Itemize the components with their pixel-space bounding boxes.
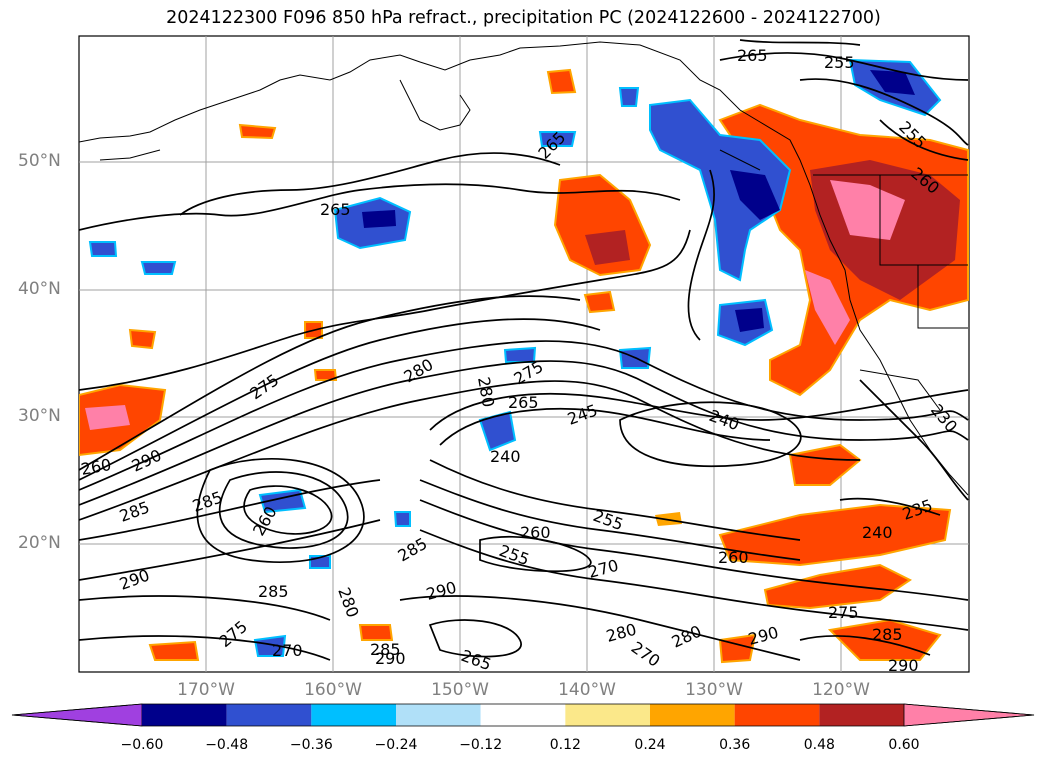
- lat-label: 40°N: [18, 279, 61, 299]
- precip-shading: [79, 58, 969, 664]
- precip-dark-central: [585, 230, 630, 265]
- coastlines: [79, 41, 969, 496]
- contour-label: 285: [872, 625, 903, 644]
- precip-negative-small-8: [618, 87, 640, 107]
- contour-label: 255: [824, 53, 855, 72]
- colorbar-segment: [734, 704, 820, 726]
- precip-negative-small-9: [538, 131, 577, 147]
- colorbar-tick-label: −0.60: [120, 737, 164, 753]
- country-borders: [813, 174, 968, 411]
- contour-label: 290: [375, 649, 406, 668]
- colorbar-tick-label: −0.24: [374, 737, 418, 753]
- precip-positive-east-band: [718, 503, 952, 567]
- precip-negative-coast-dark: [735, 308, 764, 332]
- contour-label: 285: [258, 582, 289, 601]
- colorbar-tick-label: 0.48: [803, 737, 835, 753]
- precip-positive-small-1: [546, 68, 577, 95]
- colorbar-segment: [565, 704, 650, 726]
- colorbar-tick-label: −0.36: [289, 737, 333, 753]
- precip-negative-small-10: [393, 511, 411, 527]
- precip-positive-small-6: [148, 640, 200, 661]
- contour-label: 290: [888, 656, 919, 675]
- contour-label: 265: [508, 393, 539, 412]
- colorbar-tick-label: −0.12: [459, 737, 503, 753]
- precip-positive-small-2: [238, 123, 277, 140]
- precip-positive-small-3: [128, 328, 157, 350]
- colorbar-tick-label: 0.36: [719, 737, 751, 753]
- precip-negative-dark: [730, 170, 780, 220]
- colorbar-extend-low: [11, 703, 143, 727]
- colorbar-segment: [819, 704, 904, 726]
- contour-label: 265: [320, 200, 351, 219]
- lat-label: 50°N: [18, 151, 61, 171]
- precip-positive-east-blob: [788, 443, 862, 486]
- refractivity-contours: [79, 39, 969, 661]
- precip-negative-small-2: [140, 261, 177, 275]
- contour-label: 275: [828, 603, 859, 622]
- contour-label: 240: [862, 523, 893, 542]
- precip-pink-west: [85, 405, 130, 430]
- precip-pink-core: [830, 180, 905, 240]
- contour-label: 240: [490, 447, 521, 466]
- colorbar-tick-label: −0.48: [205, 737, 249, 753]
- contour-label: 260: [718, 548, 749, 567]
- precip-positive-small-8: [358, 624, 394, 641]
- precip-positive-small-10: [655, 512, 682, 526]
- lat-label: 30°N: [18, 406, 61, 426]
- precip-pink-coast: [805, 270, 850, 345]
- contour-label: 265: [737, 46, 768, 65]
- lon-label: 150°W: [431, 680, 489, 700]
- colorbar-outline: [11, 703, 1035, 727]
- colorbar-extend-high: [903, 703, 1035, 727]
- lon-label: 130°W: [685, 680, 743, 700]
- colorbar-segment: [650, 704, 735, 726]
- contour-label: 270: [272, 641, 303, 660]
- colorbar-segment: [226, 704, 312, 726]
- colorbar-tick-label: 0.60: [888, 737, 920, 753]
- colorbar-segment: [311, 704, 396, 726]
- colorbar-segment: [396, 704, 481, 726]
- colorbar-tick-label: 0.24: [634, 737, 666, 753]
- precip-positive-southeast: [827, 618, 942, 661]
- precip-negative-small-6: [253, 634, 287, 657]
- lon-label: 120°W: [812, 680, 870, 700]
- colorbar-segment: [480, 704, 566, 726]
- lon-label: 140°W: [558, 680, 616, 700]
- precip-negative-small-1: [88, 241, 118, 257]
- precip-positive-small-9: [313, 369, 338, 381]
- colorbar-tick-label: 0.12: [549, 737, 581, 753]
- lon-label: 170°W: [177, 680, 235, 700]
- colorbar-segment: [142, 704, 227, 726]
- precip-negative-northeast-dark: [870, 70, 915, 95]
- contour-label: 260: [520, 523, 551, 542]
- precip-negative-central-dark: [362, 210, 396, 228]
- map-title: 2024122300 F096 850 hPa refract., precip…: [166, 8, 881, 28]
- colorbar: [11, 703, 1035, 727]
- contour-label: 285: [370, 640, 401, 659]
- precip-positive-small-5: [583, 290, 616, 314]
- lon-label: 160°W: [304, 680, 362, 700]
- lat-label: 20°N: [18, 533, 61, 553]
- precip-negative-pacific-northwest: [649, 98, 792, 282]
